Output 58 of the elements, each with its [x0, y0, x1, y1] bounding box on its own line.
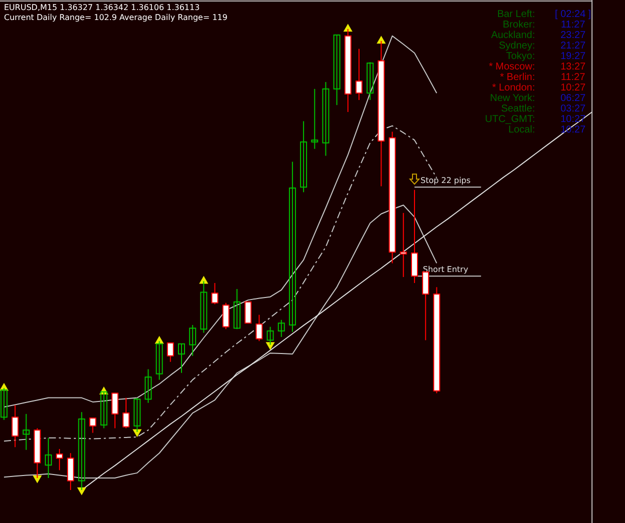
point: [32, 475, 42, 484]
candlestick: [12, 404, 19, 448]
annotation: 21:27: [560, 40, 586, 52]
candlestick: [67, 452, 74, 490]
candlestick: [356, 48, 363, 100]
chart-subtitle: Current Daily Range= 102.9 Average Daily Range= 119: [4, 13, 228, 22]
candlestick: [166, 342, 174, 362]
point: [266, 342, 275, 350]
candlestick: [222, 302, 230, 330]
ref-line-label: Stop 22 pips: [420, 176, 471, 186]
annotation: 19:27: [560, 51, 586, 62]
annotation: 03:27: [560, 104, 586, 114]
annotation: Local:: [508, 124, 535, 136]
annotation: 06:27: [560, 93, 586, 104]
candlestick: [22, 413, 30, 450]
annotation: 11:27: [560, 72, 586, 83]
annotation: Auckland:: [491, 30, 535, 41]
candlestick: [122, 397, 130, 429]
candlestick: [233, 288, 240, 330]
candlestick: [400, 212, 407, 278]
annotation: Broker:: [502, 20, 535, 30]
annotation: * Berlin:: [500, 72, 535, 83]
annotation: Seattle:: [501, 104, 535, 114]
annotation: 13:27: [560, 62, 586, 72]
annotation: UTC_GMT:: [485, 114, 535, 125]
text: [ 02:24 ]: [554, 9, 592, 20]
candlestick: [366, 62, 374, 100]
candlestick: [56, 448, 63, 471]
text: Bar Left:: [497, 9, 535, 20]
annotation: 10:27: [560, 82, 586, 94]
candlestick: [178, 343, 186, 374]
annotation: Tokyo:: [506, 51, 535, 62]
candlestick: [311, 88, 318, 150]
chart-title: EURUSD,M15 1.36327 1.36342 1.36106 1.36113: [4, 3, 200, 12]
candlestick: [322, 82, 330, 156]
annotation: Sydney:: [498, 40, 535, 52]
candlestick: [111, 392, 118, 429]
candlestick: [211, 282, 218, 305]
annotation: 23:27: [560, 30, 586, 41]
annotation: * Moscow:: [488, 62, 535, 72]
candlestick: [256, 314, 263, 342]
candlestick: [189, 324, 196, 356]
candlestick: [278, 319, 285, 338]
candlestick: [333, 34, 340, 106]
candlestick: [44, 437, 52, 479]
ref-line-label: Short Entry: [422, 265, 468, 274]
annotation: New York:: [490, 93, 535, 104]
point: [376, 36, 386, 44]
annotation: 11:27: [560, 20, 586, 30]
point: [343, 24, 352, 32]
candlestick: [300, 120, 308, 193]
candlestick: [244, 301, 252, 324]
candlestick: [89, 418, 96, 434]
candlestick: [410, 189, 418, 284]
candlestick: [422, 271, 430, 341]
candlestick: [288, 161, 296, 332]
annotation: * London:: [492, 82, 535, 94]
candlestick: [144, 368, 152, 404]
